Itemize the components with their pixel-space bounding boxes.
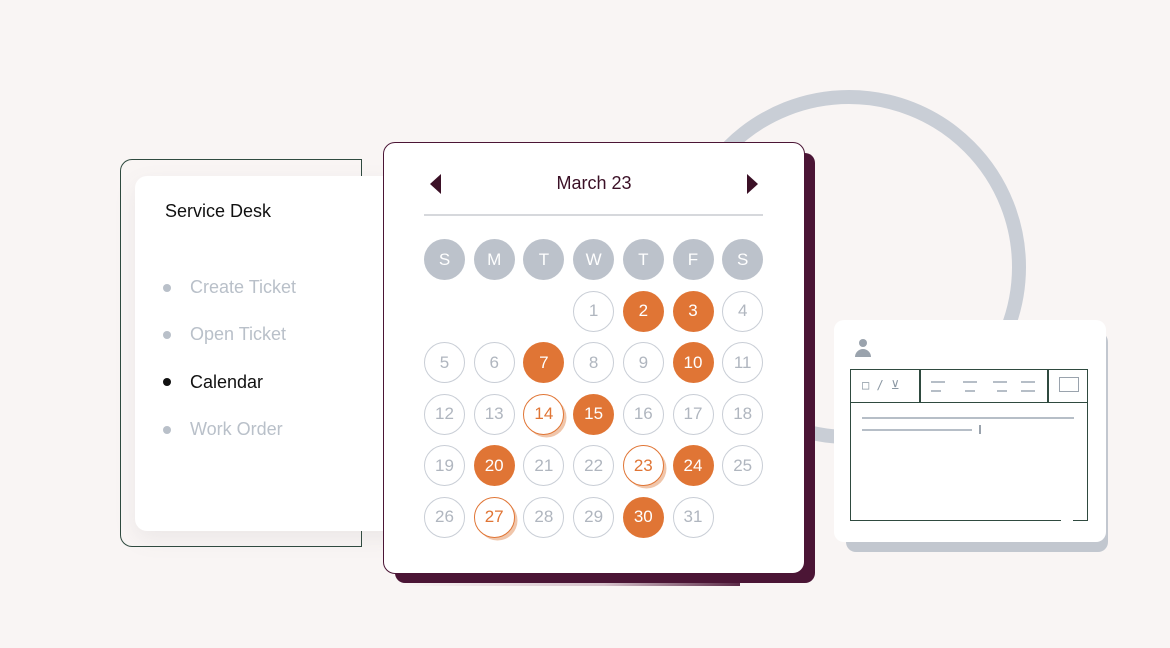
calendar-day-14[interactable]: 14 (523, 393, 565, 435)
image-icon[interactable] (1059, 377, 1079, 392)
calendar-day-22[interactable]: 22 (573, 445, 615, 486)
calendar-day-27[interactable]: 27 (473, 496, 515, 538)
nav-item-work-order[interactable]: Work Order (163, 406, 296, 453)
calendar-day-30[interactable]: 30 (622, 496, 664, 538)
nav-item-label: Create Ticket (190, 277, 297, 298)
justify-icon[interactable] (1021, 381, 1035, 383)
calendar-day-3[interactable]: 3 (672, 290, 714, 332)
calendar-day-19[interactable]: 19 (424, 445, 465, 486)
calendar-day-4[interactable]: 4 (722, 290, 764, 332)
calendar-day-10[interactable]: 10 (672, 342, 714, 383)
calendar-day-1[interactable]: 1 (573, 290, 615, 332)
align-center-icon[interactable] (963, 381, 977, 383)
calendar-day-25[interactable]: 25 (722, 445, 764, 486)
user-icon (855, 339, 871, 357)
calendar-day-6[interactable]: 6 (473, 342, 515, 383)
calendar-day-31[interactable]: 31 (672, 496, 714, 538)
bullet-icon (163, 330, 171, 339)
nav-item-label: Open Ticket (190, 324, 287, 345)
form-window: □ / ⊻ (834, 320, 1106, 542)
calendar-month-title: March 23 (556, 173, 632, 193)
calendar-divider (424, 214, 763, 216)
bullet-icon (163, 378, 171, 387)
calendar-day-16[interactable]: 16 (622, 393, 664, 435)
prev-month-icon[interactable] (430, 174, 441, 194)
nav-item-create-ticket[interactable]: Create Ticket (163, 264, 296, 311)
calendar-day-7[interactable]: 7 (523, 342, 565, 383)
nav-item-calendar[interactable]: Calendar (163, 359, 296, 406)
weekday-header: T (523, 239, 565, 280)
calendar-widget: March 23 S M T W T F S 1 2 3 4 5 6 7 8 9 10 11 12 13 14 15 16 1… (383, 142, 805, 574)
nav-title: Service Desk (165, 201, 272, 221)
calendar-day-23[interactable]: 23 (622, 445, 664, 486)
weekday-header: M (473, 239, 515, 280)
calendar-day-2[interactable]: 2 (622, 290, 664, 332)
weekday-header: S (424, 239, 465, 280)
editor-toolbar: □ / ⊻ (851, 370, 1087, 403)
next-month-icon[interactable] (747, 174, 758, 194)
nav-list: Create Ticket Open Ticket Calendar Work Ord… (163, 264, 296, 453)
text-cursor (979, 425, 981, 434)
format-tools-icon[interactable]: □ / ⊻ (862, 378, 900, 392)
calendar-day-15[interactable]: 15 (573, 393, 615, 435)
calendar-day-12[interactable]: 12 (424, 393, 465, 435)
calendar-day-8[interactable]: 8 (573, 342, 615, 383)
bullet-icon (163, 425, 171, 434)
calendar-header: March 23 (424, 169, 764, 199)
calendar-day-11[interactable]: 11 (722, 342, 764, 383)
calendar-day-29[interactable]: 29 (573, 496, 615, 538)
calendar-day-21[interactable]: 21 (523, 445, 565, 486)
weekday-header: S (722, 239, 764, 280)
weekday-header: F (672, 239, 714, 280)
nav-panel: Service Desk Create Ticket Open Ticket Cal… (135, 176, 405, 531)
calendar-day-26[interactable]: 26 (424, 496, 465, 538)
text-line (862, 429, 972, 431)
nav-item-open-ticket[interactable]: Open Ticket (163, 311, 296, 358)
nav-item-label: Work Order (190, 419, 283, 440)
calendar-day-28[interactable]: 28 (523, 496, 565, 538)
text-line (862, 417, 1074, 419)
nav-item-label: Calendar (190, 371, 264, 392)
calendar-day-18[interactable]: 18 (722, 393, 764, 435)
calendar-day-5[interactable]: 5 (424, 342, 465, 383)
weekday-header: W (573, 239, 615, 280)
align-right-icon[interactable] (993, 381, 1007, 383)
calendar-day-20[interactable]: 20 (473, 445, 515, 486)
text-editor[interactable]: □ / ⊻ (850, 369, 1088, 522)
calendar-day-9[interactable]: 9 (622, 342, 664, 383)
calendar-day-17[interactable]: 17 (672, 393, 714, 435)
weekday-header: T (622, 239, 664, 280)
bullet-icon (163, 283, 171, 292)
calendar-day-24[interactable]: 24 (672, 445, 714, 486)
align-left-icon[interactable] (931, 381, 945, 383)
calendar-day-13[interactable]: 13 (473, 393, 515, 435)
